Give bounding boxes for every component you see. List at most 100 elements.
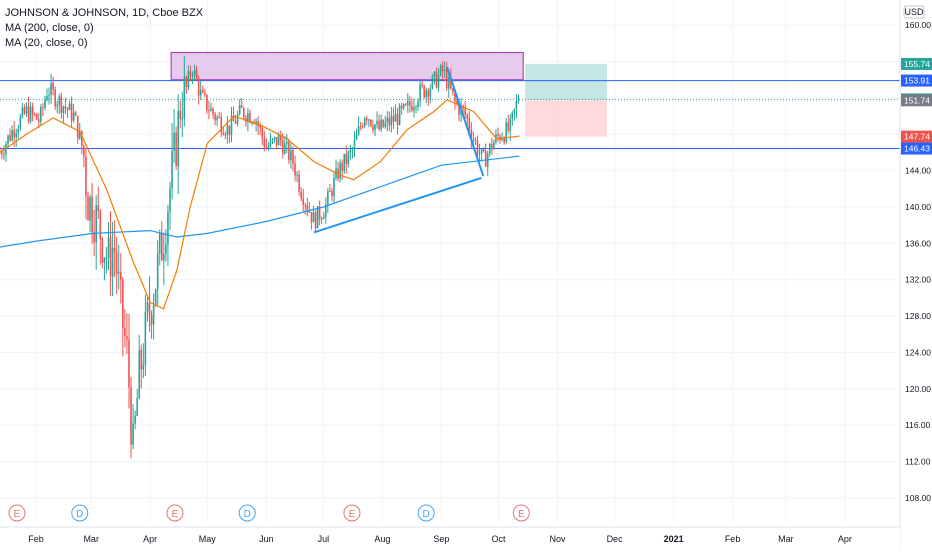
candle-body xyxy=(290,150,292,161)
candle-body xyxy=(173,132,175,151)
candle-body xyxy=(351,149,354,151)
candle-body xyxy=(46,95,48,101)
candle-body xyxy=(398,105,401,125)
candle-body xyxy=(76,115,79,139)
candle-body xyxy=(517,99,520,102)
candle-body xyxy=(300,191,302,199)
candle-body xyxy=(58,96,61,105)
candle-body xyxy=(472,139,475,141)
candle-body xyxy=(236,114,239,124)
symbol-title[interactable]: JOHNSON & JOHNSON, 1D, Cboe BZX xyxy=(5,7,204,19)
event-marker-dividend xyxy=(417,504,435,522)
candle-body xyxy=(13,130,15,138)
candle-body xyxy=(89,197,91,221)
candle-body xyxy=(27,106,30,122)
candle-body xyxy=(234,121,237,124)
candle-body xyxy=(452,88,454,93)
candle-body xyxy=(9,135,11,141)
candle-body xyxy=(148,302,151,316)
candle-body xyxy=(286,141,288,144)
candle-body xyxy=(204,92,206,95)
candle-body xyxy=(7,135,9,144)
candle-body xyxy=(156,253,159,290)
event-marker-label: E xyxy=(349,509,356,520)
time-tick-label: Mar xyxy=(778,534,794,544)
candle-body xyxy=(488,143,491,154)
candle-body xyxy=(99,211,102,240)
drawings[interactable] xyxy=(170,51,607,137)
candle-body xyxy=(331,191,333,197)
candle-body xyxy=(154,289,157,306)
candle-body xyxy=(230,115,233,135)
candle-body xyxy=(140,349,143,370)
candle-body xyxy=(142,364,145,370)
candle-body xyxy=(513,109,516,113)
candle-body xyxy=(115,251,118,274)
price-axis[interactable]: USD 108.00 112.00 116.00 120.00 124.00 128.00 1… xyxy=(899,0,932,550)
candle-body xyxy=(329,191,331,193)
candle-body xyxy=(263,137,266,148)
time-axis-bg xyxy=(0,527,900,550)
horizontal-lines[interactable] xyxy=(0,80,900,150)
candle-body xyxy=(447,77,450,89)
candle-body xyxy=(474,139,477,141)
candle-body xyxy=(316,206,319,229)
candle-body xyxy=(242,108,245,118)
candle-body xyxy=(480,148,483,154)
event-marker-label: D xyxy=(423,509,430,520)
price-tick-label: 108.00 xyxy=(905,493,931,503)
event-marker-label: D xyxy=(244,509,251,520)
indicator-ma200[interactable]: MA (200, close, 0) xyxy=(5,22,94,34)
candle-body xyxy=(361,126,364,128)
candle-body xyxy=(372,125,374,131)
candle-body xyxy=(64,106,67,109)
candle-body xyxy=(33,113,36,115)
indicator-ma20[interactable]: MA (20, close, 0) xyxy=(5,37,88,49)
candle-body xyxy=(189,71,192,76)
candle-body xyxy=(404,104,407,106)
time-axis[interactable]: Feb Mar Apr May Jun Jul Aug Sep Oct Nov Dec 2021 Feb… xyxy=(0,526,900,550)
candle-body xyxy=(400,105,403,109)
candle-body xyxy=(122,279,124,329)
candle-body xyxy=(421,84,423,86)
candle-body xyxy=(327,191,329,205)
trendlines[interactable] xyxy=(313,66,485,234)
price-label-text: 153.91 xyxy=(904,76,930,86)
candle-body xyxy=(179,110,182,120)
event-marker-earnings xyxy=(343,504,361,522)
candle-body xyxy=(128,339,130,388)
candle-body xyxy=(501,138,503,141)
candle-body xyxy=(505,122,507,142)
candle-body xyxy=(339,162,341,179)
candle-body xyxy=(431,76,434,89)
candle-body xyxy=(103,257,106,263)
candle-body xyxy=(136,398,138,416)
candle-body xyxy=(238,105,241,115)
event-marker-earnings xyxy=(8,504,26,522)
candle-body xyxy=(441,65,444,72)
candle-body xyxy=(304,205,307,207)
candle-body xyxy=(165,244,167,254)
candle-body xyxy=(390,115,393,126)
candle-body xyxy=(294,163,296,176)
time-tick-label: Feb xyxy=(28,534,44,544)
candle-body xyxy=(314,212,317,229)
candle-body xyxy=(175,132,177,167)
candle-body xyxy=(277,134,280,146)
candle-body xyxy=(491,143,493,150)
candle-body xyxy=(343,153,346,171)
event-marker-label: E xyxy=(14,509,21,520)
candle-body xyxy=(394,114,397,122)
candle-body xyxy=(224,134,227,136)
candle-body xyxy=(468,118,471,130)
candle-body xyxy=(150,315,153,325)
candle-body xyxy=(423,85,425,98)
candle-body xyxy=(111,248,114,277)
candle-body xyxy=(265,147,268,149)
candle-body xyxy=(40,107,42,122)
price-label-box xyxy=(901,94,932,107)
candle-body xyxy=(267,146,270,149)
